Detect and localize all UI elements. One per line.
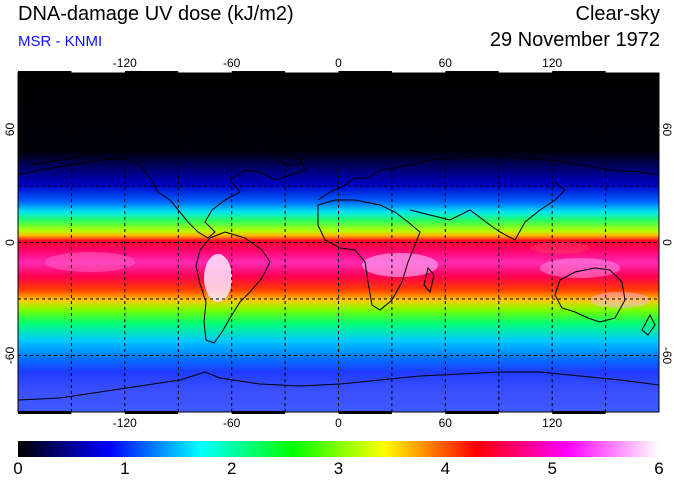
lat-tick-right: -60 xyxy=(660,347,674,365)
lon-tick-bottom: -60 xyxy=(223,416,241,430)
lat-tick-right: 0 xyxy=(660,239,674,246)
border-scale-top xyxy=(18,71,606,74)
lon-tick-top: -120 xyxy=(113,56,137,70)
uv-peak-pacific xyxy=(540,258,620,278)
lon-tick-bottom: 120 xyxy=(542,416,562,430)
coast-greenland xyxy=(269,127,316,166)
colorbar-label: 4 xyxy=(440,459,451,478)
lon-tick-top: 60 xyxy=(439,56,453,70)
uv-peak-south-america xyxy=(204,254,232,302)
uv-peak-africa xyxy=(362,253,438,277)
coast-antarctica xyxy=(18,371,659,401)
lon-tick-bottom: 60 xyxy=(439,416,453,430)
coast-madagascar xyxy=(423,266,435,294)
border-scale-bottom xyxy=(18,411,606,414)
lat-tick-left: 0 xyxy=(3,239,17,246)
colorbar-label: 1 xyxy=(120,459,130,478)
coast-australia xyxy=(554,267,626,323)
lat-tick-right: 60 xyxy=(660,123,674,137)
lat-tick-left: -60 xyxy=(3,347,17,365)
colorbar-label: 0 xyxy=(13,459,23,478)
coast-new-zealand xyxy=(641,313,656,336)
lon-tick-top: 0 xyxy=(335,56,342,70)
uv-field-highlights xyxy=(45,242,650,308)
colorbar-label: 5 xyxy=(547,459,557,478)
uv-peak-indonesia xyxy=(530,242,590,254)
colorbar-label: 3 xyxy=(333,459,344,478)
source-label: MSR - KNMI xyxy=(18,33,103,50)
map-title: DNA-damage UV dose (kJ/m2) xyxy=(18,3,294,25)
colorbar xyxy=(18,441,659,457)
lon-tick-top: -60 xyxy=(223,56,241,70)
lon-tick-bottom: -120 xyxy=(113,416,137,430)
colorbar-label: 6 xyxy=(654,459,664,478)
lat-tick-left: 60 xyxy=(3,123,17,137)
coast-asia-south xyxy=(409,181,566,241)
uv-peak-east-pacific xyxy=(45,252,135,272)
graticule xyxy=(18,73,659,412)
lon-tick-bottom: 0 xyxy=(335,416,342,430)
uv-peak-tasman xyxy=(590,292,650,308)
sky-condition-label: Clear-sky xyxy=(575,3,660,25)
date-label: 29 November 1972 xyxy=(489,29,660,51)
lon-tick-top: 120 xyxy=(542,56,562,70)
coast-africa xyxy=(317,199,421,311)
colorbar-label: 2 xyxy=(226,459,237,478)
coast-europe-asia xyxy=(317,154,659,201)
coast-south-america xyxy=(195,231,271,344)
